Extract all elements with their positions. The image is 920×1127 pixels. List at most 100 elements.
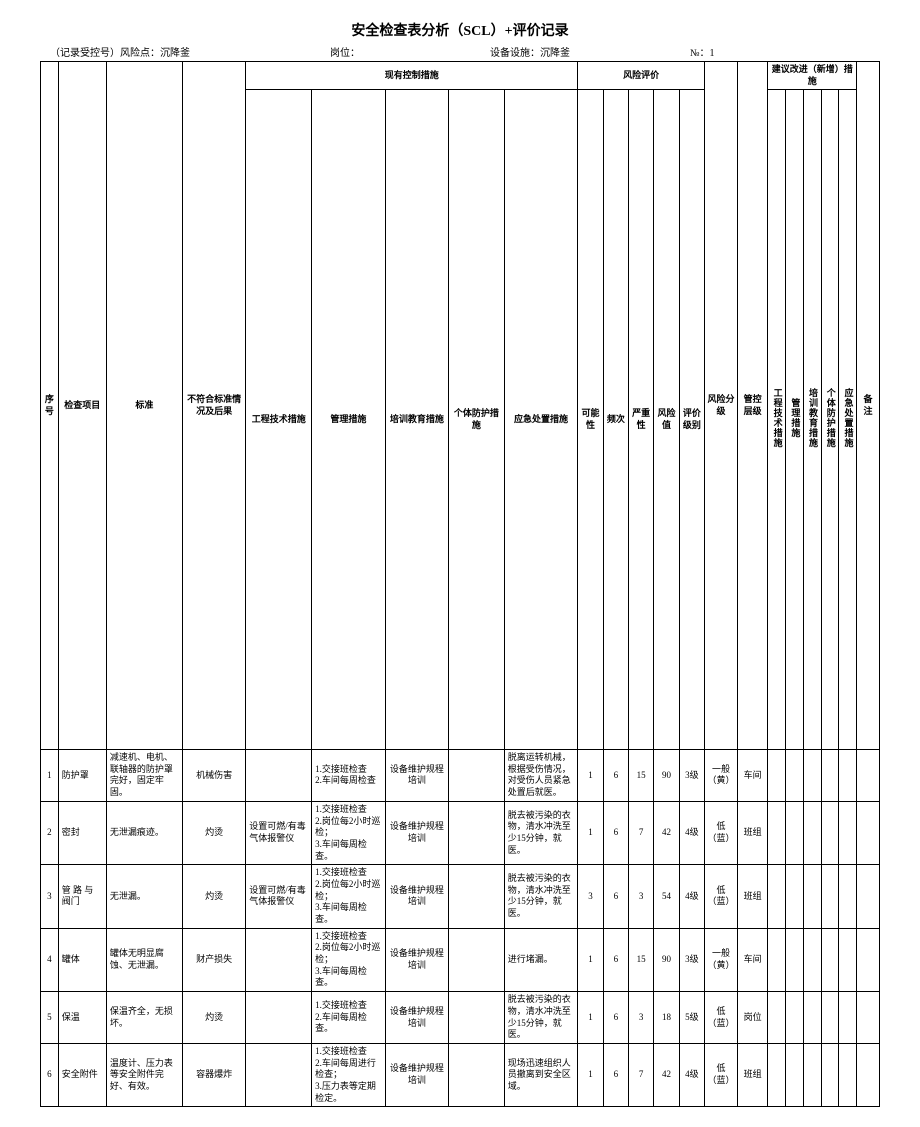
cell-m5: 脱去被污染的衣物，清水冲洗至少15分钟，就医。 — [504, 801, 578, 864]
cell-ctrl: 班组 — [737, 1043, 767, 1106]
cell-ctrl: 车间 — [737, 928, 767, 991]
cell-seq: 2 — [41, 801, 59, 864]
page-title: 安全检查表分析（SCL）+评价记录 — [40, 20, 880, 40]
cell-m1 — [246, 750, 312, 802]
table-body: 1防护罩减速机、电机、联轴器的防护罩完好，固定牢固。机械伤害1.交接班检查2.车… — [41, 750, 880, 1107]
cell-s2 — [786, 801, 804, 864]
cell-m5: 脱去被污染的衣物，清水冲洗至少15分钟，就医。 — [504, 992, 578, 1044]
cell-r2: 6 — [603, 801, 628, 864]
cell-seq: 6 — [41, 1043, 59, 1106]
cell-seq: 4 — [41, 928, 59, 991]
cell-r1: 1 — [578, 992, 603, 1044]
cell-m4 — [449, 1043, 505, 1106]
cell-s2 — [786, 992, 804, 1044]
th-std: 标准 — [106, 62, 182, 750]
cell-s5 — [839, 750, 857, 802]
cell-m2: 1.交接班检查2.车间每周检查 — [312, 750, 386, 802]
cell-nc: 容器爆炸 — [182, 1043, 245, 1106]
cell-r4: 42 — [654, 1043, 679, 1106]
cell-s2 — [786, 928, 804, 991]
cell-item: 密封 — [58, 801, 106, 864]
cell-s3 — [803, 1043, 821, 1106]
cell-r1: 3 — [578, 865, 603, 928]
table-row: 5保温保温齐全，无损坏。灼烫1.交接班检查2.车间每周检查。设备维护规程培训脱去… — [41, 992, 880, 1044]
cell-riskg: 一般（黄） — [705, 750, 738, 802]
cell-note — [857, 865, 880, 928]
cell-s3 — [803, 801, 821, 864]
cell-s5 — [839, 992, 857, 1044]
table-row: 3管 路 与 阀门无泄漏。灼烫设置可燃/有毒气体报警仪1.交接班检查2.岗位每2… — [41, 865, 880, 928]
cell-r5: 5级 — [679, 992, 704, 1044]
cell-s4 — [821, 928, 839, 991]
cell-s1 — [768, 928, 786, 991]
cell-note — [857, 750, 880, 802]
cell-m1 — [246, 992, 312, 1044]
cell-s3 — [803, 928, 821, 991]
th-nc: 不符合标准情况及后果 — [182, 62, 245, 750]
cell-r5: 3级 — [679, 750, 704, 802]
cell-s1 — [768, 750, 786, 802]
cell-s5 — [839, 928, 857, 991]
cell-r3: 15 — [629, 750, 654, 802]
cell-m1 — [246, 1043, 312, 1106]
meta-equip: 设备设施：沉降釜 — [490, 44, 690, 59]
cell-std: 温度计、压力表等安全附件完好、有效。 — [106, 1043, 182, 1106]
cell-r2: 6 — [603, 865, 628, 928]
cell-m4 — [449, 992, 505, 1044]
table-row: 6安全附件温度计、压力表等安全附件完好、有效。容器爆炸1.交接班检查2.车间每周… — [41, 1043, 880, 1106]
cell-r3: 15 — [629, 928, 654, 991]
cell-r3: 7 — [629, 1043, 654, 1106]
cell-m4 — [449, 750, 505, 802]
cell-r3: 7 — [629, 801, 654, 864]
cell-s1 — [768, 1043, 786, 1106]
cell-s4 — [821, 750, 839, 802]
cell-note — [857, 992, 880, 1044]
cell-m4 — [449, 801, 505, 864]
cell-r4: 90 — [654, 750, 679, 802]
cell-s3 — [803, 750, 821, 802]
cell-m5: 进行堵漏。 — [504, 928, 578, 991]
th-riskg: 风险分级 — [705, 62, 738, 750]
cell-m4 — [449, 865, 505, 928]
cell-seq: 3 — [41, 865, 59, 928]
cell-nc: 灼烫 — [182, 992, 245, 1044]
cell-std: 减速机、电机、联轴器的防护罩完好，固定牢固。 — [106, 750, 182, 802]
cell-r1: 1 — [578, 801, 603, 864]
cell-r4: 42 — [654, 801, 679, 864]
cell-s1 — [768, 865, 786, 928]
cell-riskg: 低（蓝） — [705, 801, 738, 864]
cell-r5: 4级 — [679, 865, 704, 928]
cell-s4 — [821, 865, 839, 928]
cell-s3 — [803, 865, 821, 928]
cell-s2 — [786, 1043, 804, 1106]
table-row: 4罐体罐体无明显腐蚀、无泄漏。财产损失1.交接班检查2.岗位每2小时巡检；3.车… — [41, 928, 880, 991]
cell-item: 管 路 与 阀门 — [58, 865, 106, 928]
cell-riskg: 低（蓝） — [705, 1043, 738, 1106]
th-suggest-group: 建议改进（新增）措施 — [768, 62, 857, 90]
cell-m3: 设备维护规程培训 — [385, 801, 448, 864]
cell-r5: 4级 — [679, 801, 704, 864]
table-row: 2密封无泄漏痕迹。灼烫设置可燃/有毒气体报警仪1.交接班检查2.岗位每2小时巡检… — [41, 801, 880, 864]
cell-note — [857, 928, 880, 991]
cell-s2 — [786, 750, 804, 802]
cell-ctrl: 岗位 — [737, 992, 767, 1044]
cell-m4 — [449, 928, 505, 991]
th-ctrl: 管控层级 — [737, 62, 767, 750]
cell-std: 无泄漏。 — [106, 865, 182, 928]
table-head: 序号 检查项目 标准 不符合标准情况及后果 现有控制措施 风险评价 风险分级 管… — [41, 62, 880, 750]
cell-item: 保温 — [58, 992, 106, 1044]
cell-std: 罐体无明显腐蚀、无泄漏。 — [106, 928, 182, 991]
cell-seq: 5 — [41, 992, 59, 1044]
cell-s3 — [803, 992, 821, 1044]
cell-m3: 设备维护规程培训 — [385, 750, 448, 802]
cell-r3: 3 — [629, 865, 654, 928]
cell-s1 — [768, 992, 786, 1044]
cell-r1: 1 — [578, 1043, 603, 1106]
cell-m3: 设备维护规程培训 — [385, 865, 448, 928]
cell-nc: 机械伤害 — [182, 750, 245, 802]
scl-table: 序号 检查项目 标准 不符合标准情况及后果 现有控制措施 风险评价 风险分级 管… — [40, 61, 880, 1107]
cell-r5: 4级 — [679, 1043, 704, 1106]
cell-ctrl: 车间 — [737, 750, 767, 802]
cell-r1: 1 — [578, 928, 603, 991]
cell-riskg: 低（蓝） — [705, 992, 738, 1044]
